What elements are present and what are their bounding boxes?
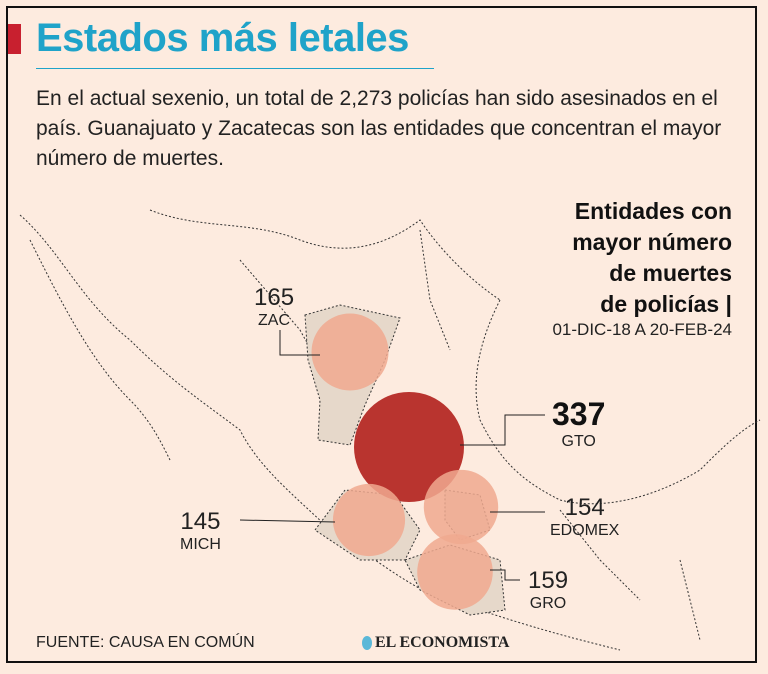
source-note: FUENTE: CAUSA EN COMÚN — [36, 634, 255, 651]
value: 165 — [254, 284, 295, 311]
bubble-mich — [332, 483, 406, 557]
bubble-gto — [354, 392, 464, 502]
label-gro: 159 GRO — [528, 567, 568, 613]
value: 145 — [180, 508, 221, 535]
abbr: GTO — [561, 433, 596, 450]
infographic-frame — [6, 6, 757, 663]
title-accent-bar — [8, 24, 21, 54]
side-title-line: mayor número — [572, 229, 732, 255]
map-outline-west — [19, 214, 621, 651]
label-mich: 145 MICH — [180, 508, 221, 554]
title-divider — [36, 68, 434, 69]
bubble-edomex — [423, 469, 499, 545]
label-edomex: 154 EDOMEX — [550, 494, 619, 540]
bubble-zac — [311, 313, 389, 391]
leader-zac — [279, 330, 320, 356]
page-title: Estados más letales — [36, 16, 409, 60]
el-economista-logo: EL ECONOMISTA — [362, 634, 509, 652]
abbr: MICH — [180, 536, 221, 553]
value: 154 — [564, 494, 605, 521]
label-zac: 165 ZAC — [254, 284, 294, 330]
value: 337 — [552, 396, 606, 432]
leader-gto — [460, 414, 545, 446]
leader-gro — [490, 569, 520, 581]
logo-text: EL ECONOMISTA — [375, 634, 510, 651]
abbr: EDOMEX — [550, 522, 620, 539]
side-title: Entidades con mayor número de muertes de… — [572, 196, 732, 320]
abbr: ZAC — [258, 312, 291, 329]
map-outline-baja — [29, 239, 171, 461]
map-outline-north — [149, 209, 501, 301]
bubble-gro — [417, 534, 493, 610]
label-gto: 337 GTO — [552, 396, 605, 451]
abbr: GRO — [529, 595, 567, 612]
side-title-line: Entidades con — [574, 198, 732, 224]
leader-mich — [239, 519, 336, 523]
side-title-line: de muertes — [609, 260, 732, 286]
map-inner-borders — [239, 229, 701, 641]
logo-drop-icon — [362, 636, 372, 650]
intro-text: En el actual sexenio, un total de 2,273 … — [36, 87, 722, 170]
map-outline-gulf — [475, 299, 761, 505]
side-title-line: de policías | — [600, 291, 732, 317]
value: 159 — [528, 567, 569, 594]
date-range: 01-DIC-18 A 20-FEB-24 — [552, 320, 732, 339]
